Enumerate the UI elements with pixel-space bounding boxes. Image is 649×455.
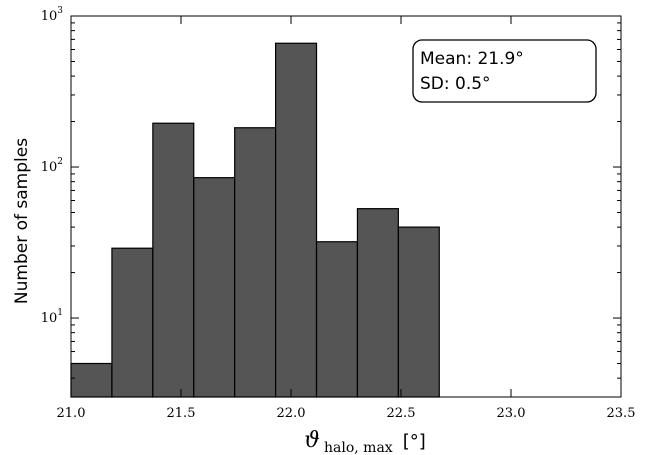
histogram-bar — [152, 122, 195, 398]
y-tick-base: 10 — [41, 160, 58, 175]
y-tick-exponent: 2 — [57, 157, 63, 167]
x-tick-label: 23.0 — [497, 406, 526, 421]
histogram-bar — [70, 362, 113, 398]
histogram-bar — [397, 226, 440, 398]
y-tick-exponent: 3 — [57, 6, 63, 16]
x-axis-label-subscript: halo, max — [324, 440, 393, 455]
plot-frame — [70, 15, 622, 398]
x-tick-label: 21.0 — [57, 406, 86, 421]
y-tick-base: 10 — [41, 311, 58, 326]
histogram-bar — [275, 42, 318, 398]
mean-value: Mean: 21.9° — [420, 49, 524, 69]
x-axis-label-unit: [°] — [403, 431, 426, 452]
y-axis-label: Number of samples — [12, 138, 32, 304]
y-tick-exponent: 1 — [57, 308, 63, 318]
histogram-bar — [315, 241, 359, 398]
y-tick-label: 102 — [41, 157, 63, 175]
histogram-bar — [234, 127, 277, 398]
x-tick-label: 22.5 — [387, 406, 416, 421]
sd-value: SD: 0.5° — [420, 74, 491, 94]
stats-annotation-box: Mean: 21.9° SD: 0.5° — [412, 39, 597, 103]
histogram-bars — [70, 42, 440, 398]
histogram-bar — [193, 177, 236, 398]
y-tick-label: 103 — [41, 6, 64, 24]
y-tick-label: 101 — [41, 308, 63, 326]
x-axis-label-symbol: ϑ — [304, 428, 320, 453]
x-tick-labels: 21.0 21.5 22.0 22.5 23.0 23.5 — [57, 406, 636, 421]
x-tick-label: 22.0 — [277, 406, 306, 421]
x-tick-label: 21.5 — [167, 406, 196, 421]
y-tick-base: 10 — [41, 9, 58, 24]
x-axis-label: ϑ halo, max [°] — [304, 428, 425, 455]
axis-ticks — [70, 15, 622, 398]
histogram-bar — [356, 208, 399, 398]
x-tick-label: 23.5 — [607, 406, 636, 421]
histogram-bar — [111, 247, 154, 398]
